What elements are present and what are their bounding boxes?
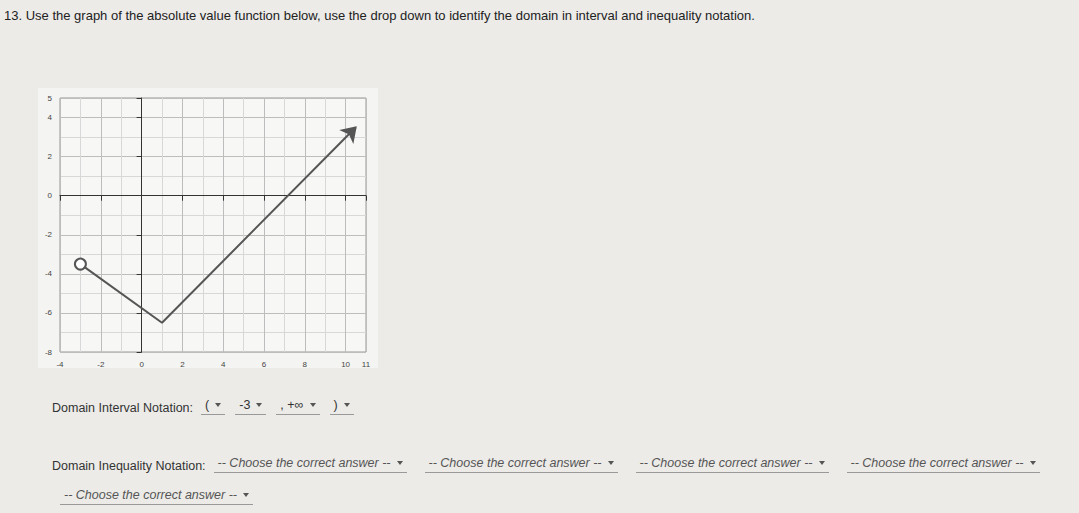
svg-text:6: 6 [262,360,267,369]
html-text:13. Use the graph of the absol: 13. Use the graph of the absolute value … [4,8,755,23]
svg-text:0: 0 [48,191,53,200]
svg-text:-2: -2 [97,360,105,369]
svg-text:5: 5 [48,94,53,103]
html-text:-- Choose the correct answer -: -- Choose the correct answer -- [217,456,391,470]
html-text:-3: -3 [239,398,251,412]
html-text:Domain Inequality Notation:: Domain Inequality Notation: [52,459,206,473]
html-text:-- Choose the correct answer -: -- Choose the correct answer -- [850,456,1024,470]
svg-text:-4: -4 [45,269,53,278]
html-text:-- Choose the correct answer -: -- Choose the correct answer -- [64,488,237,502]
svg-text:11: 11 [362,360,371,369]
svg-text:-8: -8 [45,348,53,357]
svg-text:10: 10 [341,360,350,369]
svg-text:2: 2 [48,152,53,161]
html-text:-- Choose the correct answer -: -- Choose the correct answer -- [428,456,602,470]
svg-text:0: 0 [139,360,144,369]
svg-text:2: 2 [180,360,185,369]
html-text:Domain Interval Notation:: Domain Interval Notation: [52,401,193,415]
svg-text:4: 4 [48,113,53,122]
svg-text:-4: -4 [56,360,64,369]
svg-text:4: 4 [221,360,226,369]
svg-text:-6: -6 [45,308,53,317]
svg-text:8: 8 [303,360,308,369]
html-text:-- Choose the correct answer -: -- Choose the correct answer -- [639,456,813,470]
svg-text:-2: -2 [45,230,53,239]
